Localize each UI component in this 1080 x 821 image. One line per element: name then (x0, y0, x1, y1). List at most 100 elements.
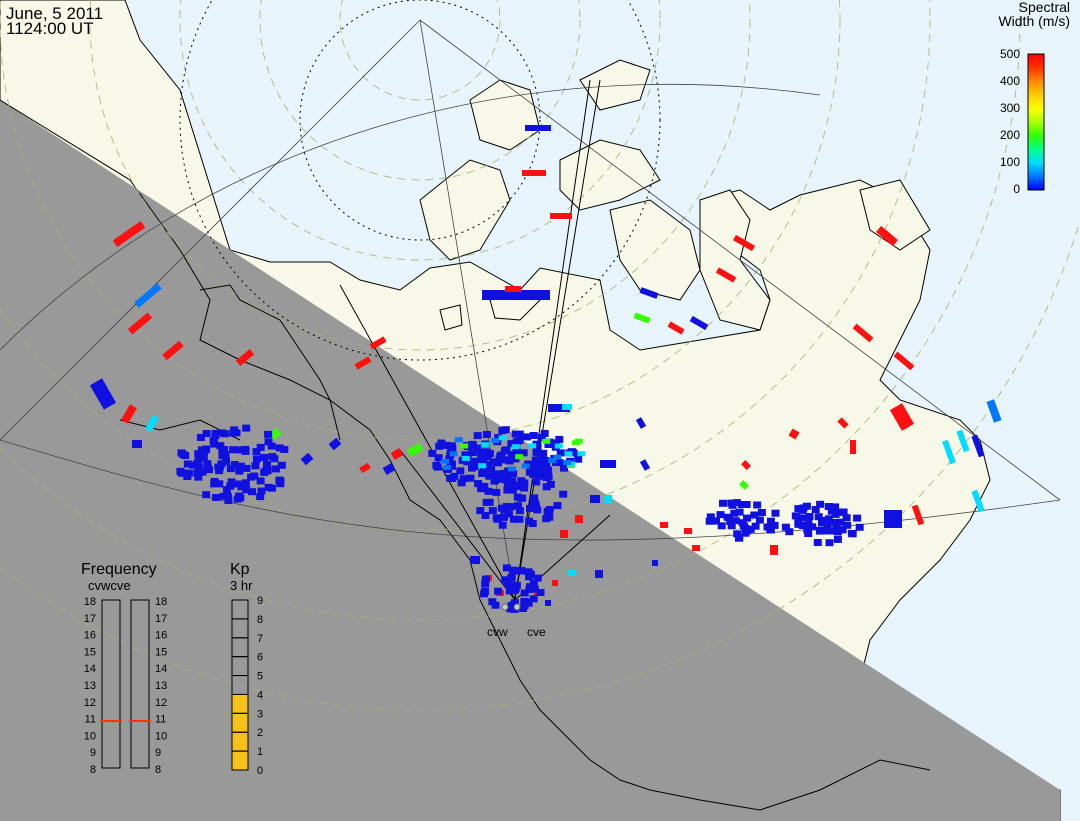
kp-title: Kp (230, 561, 250, 578)
echo-cell (435, 442, 444, 450)
echo-cell (824, 503, 833, 510)
echo-cell (478, 463, 487, 469)
echo-cell (532, 478, 541, 486)
echo-cell (528, 443, 537, 449)
echo-cell (502, 503, 511, 510)
echo-cell (842, 514, 851, 522)
echo-cell (545, 600, 551, 606)
echo-cell (739, 480, 749, 490)
echo-cell (532, 440, 541, 448)
echo-cell (390, 448, 404, 460)
echo-cell (183, 460, 192, 468)
echo-cell (132, 440, 142, 448)
echo-cell (727, 522, 736, 530)
echo-cell (893, 351, 915, 371)
frequency-tick-right: 10 (155, 730, 167, 742)
echo-cell (529, 432, 538, 439)
echo-cell (476, 507, 485, 515)
echo-cell (177, 449, 186, 457)
meridian-lines (0, 19, 1061, 601)
frequency-tick-right: 16 (155, 630, 167, 642)
colorbar-tick-label: 0 (1013, 182, 1020, 196)
echo-cell (539, 449, 548, 457)
frequency-tick-right: 13 (155, 680, 167, 692)
echo-cell (568, 570, 576, 576)
echo-cell (855, 523, 864, 531)
echo-cell (542, 438, 551, 444)
echo-cell (804, 522, 813, 530)
echo-cell (559, 490, 568, 498)
echo-cell (215, 480, 224, 488)
echo-cell (473, 432, 482, 440)
echo-cell (740, 522, 748, 530)
echo-cell (242, 424, 251, 432)
echo-cell (442, 464, 451, 470)
echo-cell (788, 428, 800, 440)
echo-cell (506, 582, 515, 589)
echo-cell (508, 486, 517, 494)
echo-cell (526, 504, 534, 512)
echo-cell (802, 502, 811, 510)
echo-cell (252, 448, 261, 456)
kp-tick-label: 4 (257, 689, 263, 701)
echo-cell (112, 220, 146, 248)
echo-cell (575, 515, 583, 523)
echo-cell (554, 443, 563, 449)
echo-cell (705, 517, 714, 525)
echo-cell (508, 604, 517, 612)
echo-cell (434, 454, 443, 462)
frequency-tick-left: 17 (84, 613, 96, 625)
echo-cell (162, 340, 184, 361)
colorbar-title: Spectral Width (m/s) (998, 0, 1070, 28)
kp-subtitle: 3 hr (230, 578, 253, 593)
echo-cell (494, 459, 502, 467)
echo-cell (799, 514, 808, 522)
frequency-tick-right: 17 (155, 613, 167, 625)
echo-cell (505, 587, 514, 595)
echo-cell (525, 125, 551, 131)
echo-cell (525, 573, 534, 581)
echo-cell (224, 497, 233, 504)
echo-cell (532, 448, 541, 456)
echo-cell (382, 463, 396, 475)
echo-cell (492, 514, 501, 522)
echo-cell (226, 465, 235, 473)
echo-cell (544, 466, 553, 474)
echo-cell (134, 283, 162, 308)
echo-cell (280, 446, 289, 453)
echo-cell (210, 480, 219, 488)
echo-cell (537, 433, 546, 441)
echo-cell (505, 286, 521, 292)
echo-cell (911, 504, 925, 526)
frequency-title: Frequency (81, 561, 157, 578)
echo-cell (515, 507, 524, 515)
echo-cell (542, 483, 551, 491)
echo-cell (813, 539, 822, 546)
echo-cell (750, 511, 759, 519)
cvw-label: cvw (487, 625, 508, 639)
echo-cell (562, 404, 572, 410)
radar-echoes (89, 125, 1002, 613)
echo-cell (251, 462, 260, 470)
echo-cell (552, 580, 558, 586)
echo-cell (502, 564, 511, 572)
time-label: 1124:00 UT (6, 19, 94, 38)
echo-cell (852, 323, 874, 343)
echo-cell (248, 488, 256, 496)
echo-cell (751, 522, 760, 530)
echo-cell (463, 458, 472, 466)
echo-cell (498, 521, 507, 529)
echo-cell (466, 474, 475, 482)
echo-cell (804, 530, 813, 537)
echo-cell (198, 468, 207, 476)
echo-cell (520, 484, 529, 492)
echo-cell (604, 495, 612, 503)
echo-cell (468, 449, 477, 457)
echo-cell (574, 438, 583, 444)
echo-cell (843, 521, 852, 529)
echo-cell (235, 349, 255, 366)
echo-cell (564, 451, 573, 457)
colorbar-tick-label: 500 (1000, 47, 1020, 61)
echo-cell (546, 480, 555, 488)
echo-cell (491, 438, 499, 443)
